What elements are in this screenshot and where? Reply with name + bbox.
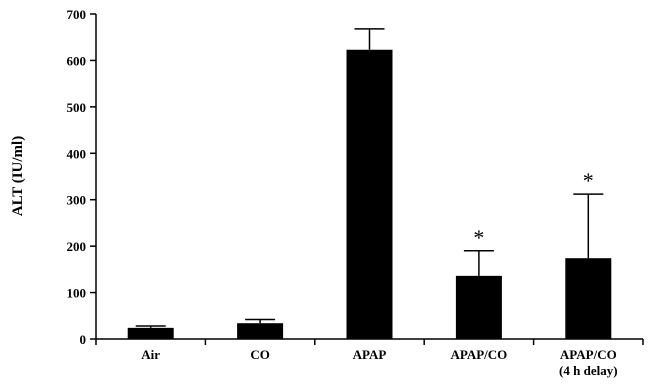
bar-4 [565, 258, 612, 339]
significance-mark-4: * [583, 168, 594, 193]
category-label-1: CO [250, 347, 270, 362]
y-tick-label: 500 [67, 100, 87, 115]
significance-mark-3: * [473, 225, 484, 250]
y-tick-label: 700 [67, 7, 87, 22]
labels: Air CO APAP*APAP/CO*APAP/CO(4 h delay) [141, 168, 617, 378]
bar-2 [346, 49, 393, 339]
bars [127, 28, 612, 339]
bar-3 [455, 275, 502, 339]
category-label-3: APAP/CO [450, 347, 507, 362]
category-label-4: APAP/CO [560, 347, 617, 362]
axes: 0 100 200 300 400 500 600 700 [67, 7, 644, 347]
category-label-0: Air [141, 347, 160, 362]
y-tick-label: 200 [67, 239, 87, 254]
y-tick-label: 100 [67, 286, 87, 301]
y-tick-label: 0 [80, 332, 87, 347]
bar-1 [237, 323, 284, 339]
y-axis-title: ALT (IU/ml) [10, 136, 26, 216]
category-label-2: APAP [353, 347, 387, 362]
bar-0 [127, 327, 174, 339]
category-label-4: (4 h delay) [559, 363, 618, 378]
y-tick-label: 600 [67, 53, 87, 68]
y-tick-label: 400 [67, 146, 87, 161]
y-tick-label: 300 [67, 193, 87, 208]
